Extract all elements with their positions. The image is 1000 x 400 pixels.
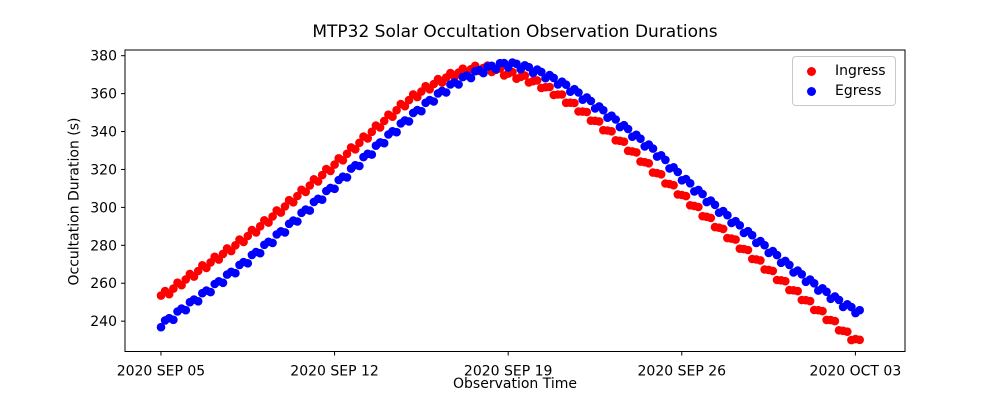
y-tick-label: 320 (90, 162, 117, 178)
x-tick-label: 2020 OCT 03 (810, 364, 902, 380)
plot-border (124, 49, 906, 352)
y-tick-label: 300 (90, 200, 117, 216)
y-tick-label: 360 (90, 87, 117, 103)
series-egress-points (156, 58, 864, 332)
chart-title: MTP32 Solar Occultation Observation Dura… (312, 22, 718, 42)
y-axis-label: Occultation Duration (s) (66, 117, 83, 286)
y-tick-label: 380 (90, 49, 117, 65)
y-tick-label: 340 (90, 125, 117, 141)
legend-label-egress: Egress (835, 83, 882, 99)
legend: Ingress Egress (792, 56, 896, 106)
y-tick-label: 280 (90, 238, 117, 254)
y-tick-label: 240 (90, 314, 117, 330)
egress-marker-icon (807, 86, 816, 96)
y-axis-ticks: 240 260 280 300 320 340 360 380 (90, 49, 125, 330)
x-tick-label: 2020 SEP 19 (464, 364, 553, 380)
x-tick-label: 2020 SEP 26 (638, 364, 727, 380)
y-tick-label: 260 (90, 276, 117, 292)
x-axis-label: Observation Time (453, 376, 577, 392)
legend-label-ingress: Ingress (835, 63, 886, 79)
ingress-marker-icon (807, 66, 816, 76)
x-tick-label: 2020 SEP 05 (117, 364, 206, 380)
legend-item-ingress: Ingress (807, 61, 886, 81)
legend-item-egress: Egress (807, 81, 886, 101)
series-ingress-points (156, 61, 864, 345)
x-tick-label: 2020 SEP 12 (290, 364, 379, 380)
x-axis-ticks: 2020 SEP 05 2020 SEP 12 2020 SEP 19 2020 SE… (117, 351, 902, 380)
